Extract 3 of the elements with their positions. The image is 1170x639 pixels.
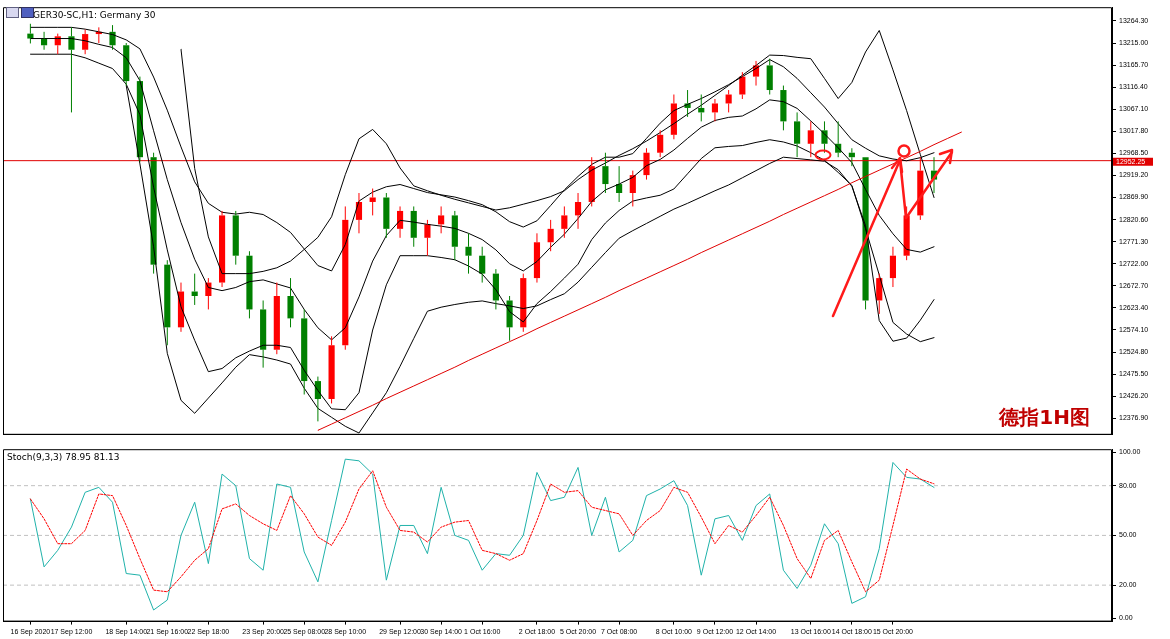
annotation: 德指1H图 <box>998 405 1090 429</box>
chart-title: GER30-SC,H1: Germany 30 <box>33 10 156 21</box>
chart-title: Stoch(9,3,3) 78.95 81.13 <box>7 452 120 463</box>
